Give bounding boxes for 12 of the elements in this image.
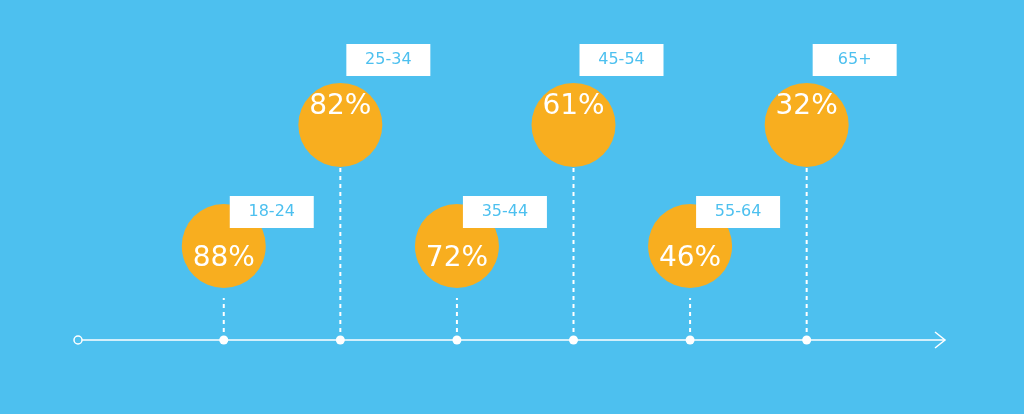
category-label: 35-44 <box>481 201 529 221</box>
data-label: 72% <box>425 240 489 273</box>
data-label: 82% <box>309 88 372 121</box>
data-label: 46% <box>658 240 722 273</box>
data-label: 88% <box>192 240 255 273</box>
category-label: 25-34 <box>365 49 412 69</box>
data-label: 32% <box>775 88 838 121</box>
category-label: 18-24 <box>248 201 296 221</box>
category-label: 55-64 <box>714 201 762 221</box>
category-label: 45-54 <box>598 49 645 69</box>
category-label: 65+ <box>837 49 872 69</box>
data-label: 61% <box>542 88 605 121</box>
